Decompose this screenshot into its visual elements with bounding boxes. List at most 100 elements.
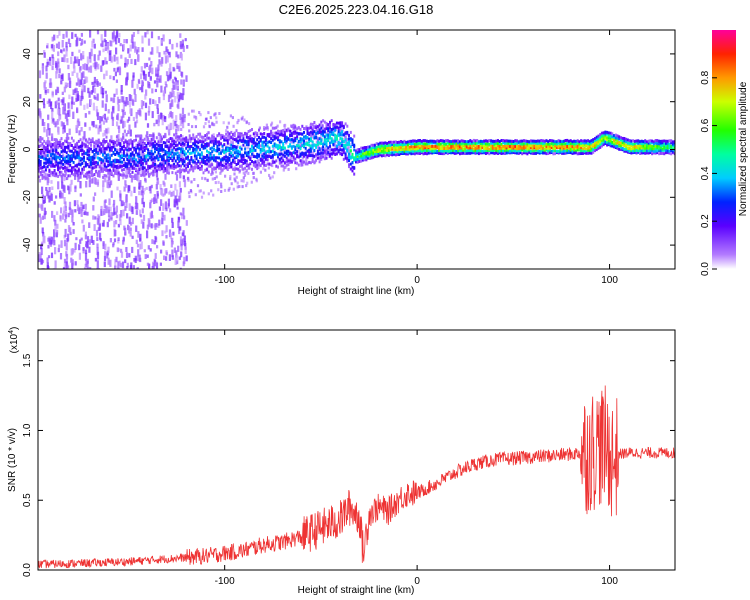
spectrogram-cell bbox=[377, 147, 380, 151]
spectrogram-cell bbox=[258, 128, 260, 132]
spectrogram-cell bbox=[538, 146, 541, 150]
spectrogram-cell bbox=[119, 193, 122, 202]
spectrogram-cell bbox=[147, 245, 150, 250]
spectrogram-cell bbox=[439, 142, 442, 146]
spectrogram-cell bbox=[254, 155, 257, 159]
spectrogram-cell bbox=[233, 151, 236, 155]
spectrogram-cell bbox=[571, 147, 574, 151]
spectrogram-cell bbox=[156, 177, 159, 181]
spectrogram-cell bbox=[88, 126, 91, 131]
spectrogram-cell bbox=[185, 140, 188, 144]
spectrogram-cell bbox=[386, 149, 389, 152]
spectrogram-cell bbox=[136, 83, 139, 89]
spectrogram-cell bbox=[84, 249, 88, 254]
spectrogram-cell bbox=[226, 158, 229, 162]
spectrogram-cell bbox=[63, 86, 66, 93]
spectrogram-cell bbox=[595, 148, 598, 152]
spectrogram-cell bbox=[259, 137, 262, 141]
spectrogram-cell bbox=[528, 146, 531, 150]
spectrogram-cell bbox=[105, 157, 108, 161]
spectrogram-cell bbox=[185, 144, 188, 148]
spectrogram-cell bbox=[73, 200, 76, 207]
spectrogram-cell bbox=[329, 154, 331, 158]
spectrogram-cell bbox=[165, 235, 168, 239]
spectrogram-cell bbox=[85, 181, 88, 188]
spectrogram-cell bbox=[223, 188, 227, 192]
spectrogram-cell bbox=[121, 147, 124, 151]
spectrogram-cell bbox=[387, 146, 390, 150]
spectrogram-cell bbox=[102, 220, 105, 227]
spectrogram-cell bbox=[368, 152, 371, 156]
spectrogram-cell bbox=[609, 144, 612, 148]
spectrogram-cell bbox=[91, 158, 94, 162]
spectrogram-cell bbox=[479, 144, 482, 148]
spectrogram-cell bbox=[128, 167, 131, 171]
spectrogram-cell bbox=[96, 93, 99, 101]
spectrogram-cell bbox=[169, 143, 172, 147]
spectrogram-cell bbox=[507, 141, 510, 145]
spectrogram-cell bbox=[75, 237, 78, 241]
spectrogram-cell bbox=[192, 147, 195, 150]
spectrogram-cell bbox=[167, 155, 170, 159]
spectrogram-cell bbox=[141, 81, 144, 87]
spectrogram-cell bbox=[308, 137, 311, 141]
spectrogram-cell bbox=[164, 152, 167, 156]
spectrogram-cell bbox=[569, 139, 572, 143]
spectrogram-cell bbox=[107, 257, 110, 265]
spectrogram-cell bbox=[179, 33, 182, 38]
spectrogram-cell bbox=[441, 149, 444, 153]
spectrogram-cell bbox=[100, 116, 103, 122]
spectrogram-cell bbox=[256, 131, 259, 135]
spectrogram-cell bbox=[122, 132, 125, 139]
spectrogram-cell bbox=[514, 149, 517, 153]
spectrogram-cell bbox=[348, 155, 350, 159]
spectrogram-cell bbox=[110, 56, 113, 63]
spectrogram-cell bbox=[439, 152, 442, 155]
spectrogram-cell bbox=[162, 148, 165, 152]
spectrogram-cell bbox=[248, 122, 251, 126]
spectrogram-cell bbox=[224, 157, 227, 161]
spectrogram-cell bbox=[230, 182, 233, 186]
spectrogram-cell bbox=[453, 151, 456, 155]
spectrogram-cell bbox=[628, 141, 631, 145]
spectrogram-cell bbox=[182, 88, 185, 96]
spectrogram-cell bbox=[55, 100, 58, 105]
spectrogram-cell bbox=[130, 94, 133, 102]
spectrogram-cell bbox=[349, 138, 352, 142]
spectrogram-cell bbox=[145, 168, 148, 172]
spectrogram-cell bbox=[346, 148, 349, 152]
spectrogram-cell bbox=[613, 140, 615, 144]
spectrogram-cell bbox=[190, 151, 193, 155]
spectrogram-cell bbox=[133, 88, 136, 95]
spectrogram-cell bbox=[171, 93, 174, 98]
spectrogram-cell bbox=[159, 154, 162, 158]
spectrogram-cell bbox=[548, 142, 551, 146]
spectrogram-cell bbox=[287, 167, 290, 171]
spectrogram-cell bbox=[221, 134, 224, 138]
spectrogram-cell bbox=[439, 147, 442, 151]
spectrogram-cell bbox=[177, 245, 180, 252]
spectrogram-cell bbox=[405, 142, 408, 146]
spectrogram-cell bbox=[41, 176, 44, 180]
spectrogram-cell bbox=[211, 163, 214, 167]
spectrogram-cell bbox=[408, 139, 411, 143]
spectrogram-cell bbox=[148, 66, 151, 71]
spectrogram-cell bbox=[323, 140, 326, 144]
spectrogram-cell bbox=[137, 78, 140, 83]
spectrogram-cell bbox=[188, 129, 191, 133]
spectrogram-cell bbox=[476, 139, 479, 142]
spectrogram-cell bbox=[329, 126, 331, 130]
spectrogram-cell bbox=[595, 138, 598, 142]
spectrogram-cell bbox=[633, 147, 636, 151]
spectrogram-cell bbox=[360, 154, 363, 158]
spectrogram-cell bbox=[57, 58, 60, 64]
spectrogram-cell bbox=[43, 157, 46, 161]
spectrogram-cell bbox=[41, 215, 44, 220]
spectrogram-cell bbox=[310, 125, 314, 129]
spectrogram-cell bbox=[115, 165, 118, 168]
spectrogram-cell bbox=[164, 149, 167, 153]
spectrogram-cell bbox=[339, 128, 343, 132]
spectrogram-cell bbox=[126, 266, 129, 269]
spectrogram-cell bbox=[412, 151, 415, 155]
spectrogram-cell bbox=[105, 168, 108, 171]
